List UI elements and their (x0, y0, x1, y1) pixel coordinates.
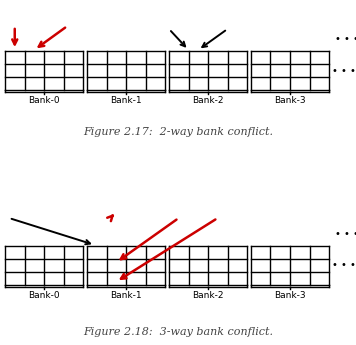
Text: Figure 2.17:  2-way bank conflict.: Figure 2.17: 2-way bank conflict. (83, 127, 273, 137)
Text: Bank-2: Bank-2 (192, 291, 224, 300)
Text: Bank-0: Bank-0 (28, 291, 60, 300)
Text: Bank-2: Bank-2 (192, 96, 224, 105)
Text: Figure 2.18:  3-way bank conflict.: Figure 2.18: 3-way bank conflict. (83, 327, 273, 337)
Text: Bank-1: Bank-1 (110, 96, 142, 105)
Text: • • •: • • • (332, 260, 356, 270)
Text: • • •: • • • (335, 34, 356, 44)
Text: Bank-3: Bank-3 (274, 291, 306, 300)
Text: • • •: • • • (335, 229, 356, 239)
Text: • • •: • • • (332, 66, 356, 76)
Text: Bank-1: Bank-1 (110, 291, 142, 300)
Text: Bank-0: Bank-0 (28, 96, 60, 105)
Text: Bank-3: Bank-3 (274, 96, 306, 105)
